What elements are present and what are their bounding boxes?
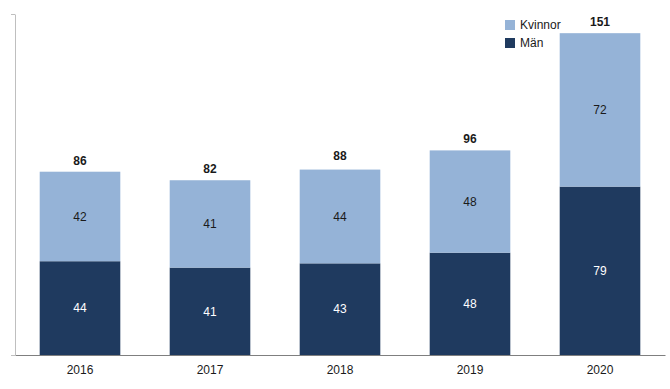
bar-segment <box>560 187 641 355</box>
data-label: 48 <box>463 297 477 311</box>
data-label: 79 <box>593 264 607 278</box>
x-tick-label: 2019 <box>457 363 484 377</box>
total-label: 86 <box>73 154 87 168</box>
x-tick: 2020 <box>587 363 614 377</box>
data-labels: 44 41 43 48 79 42 41 44 48 72 86 82 88 96 151 <box>73 15 610 318</box>
data-label: 48 <box>463 195 477 209</box>
data-label: 43 <box>333 302 347 316</box>
data-label: 72 <box>593 103 607 117</box>
legend-swatch <box>505 20 515 30</box>
data-label: 44 <box>73 301 87 315</box>
x-tick-label: 2017 <box>197 363 224 377</box>
bar-segment <box>430 150 511 252</box>
bar-segment <box>40 172 121 262</box>
y-axis-line <box>15 15 16 356</box>
bar-segment <box>300 263 381 355</box>
x-tick-label: 2018 <box>327 363 354 377</box>
legend-label: Män <box>520 36 543 50</box>
legend: Kvinnor Män <box>505 18 561 50</box>
y-tick <box>11 355 15 356</box>
bar-segment <box>560 33 641 186</box>
legend-item: Kvinnor <box>505 18 561 32</box>
y-tick <box>11 14 15 15</box>
x-tick: 2018 <box>327 363 354 377</box>
y-tick-mark <box>11 355 15 356</box>
y-tick-mark <box>11 14 15 15</box>
legend-swatch <box>505 38 515 48</box>
chart-container: 4441434879424144487286828896151201620172… <box>0 0 670 389</box>
y-axis <box>11 15 16 356</box>
bar-segment <box>430 253 511 355</box>
bar-segment <box>300 170 381 264</box>
x-tick: 2017 <box>197 363 224 377</box>
bar-segment <box>40 261 121 355</box>
data-label: 44 <box>333 210 347 224</box>
bars <box>40 33 641 355</box>
x-tick: 2019 <box>457 363 484 377</box>
x-tick-label: 2016 <box>67 363 94 377</box>
total-label: 96 <box>463 132 477 146</box>
bar-segment <box>170 268 251 355</box>
total-label: 151 <box>590 15 610 29</box>
total-label: 88 <box>333 149 347 163</box>
x-tick: 2016 <box>67 363 94 377</box>
bar-segment <box>170 180 251 267</box>
legend-item: Män <box>505 36 543 50</box>
data-label: 42 <box>73 210 87 224</box>
legend-label: Kvinnor <box>520 18 561 32</box>
data-label: 41 <box>203 305 217 319</box>
x-axis-line <box>16 355 666 356</box>
total-label: 82 <box>203 162 217 176</box>
x-axis: 2016 2017 2018 2019 2020 <box>16 356 666 377</box>
x-tick-label: 2020 <box>587 363 614 377</box>
chart-svg: 4441434879424144487286828896151201620172… <box>0 0 670 389</box>
data-label: 41 <box>203 217 217 231</box>
